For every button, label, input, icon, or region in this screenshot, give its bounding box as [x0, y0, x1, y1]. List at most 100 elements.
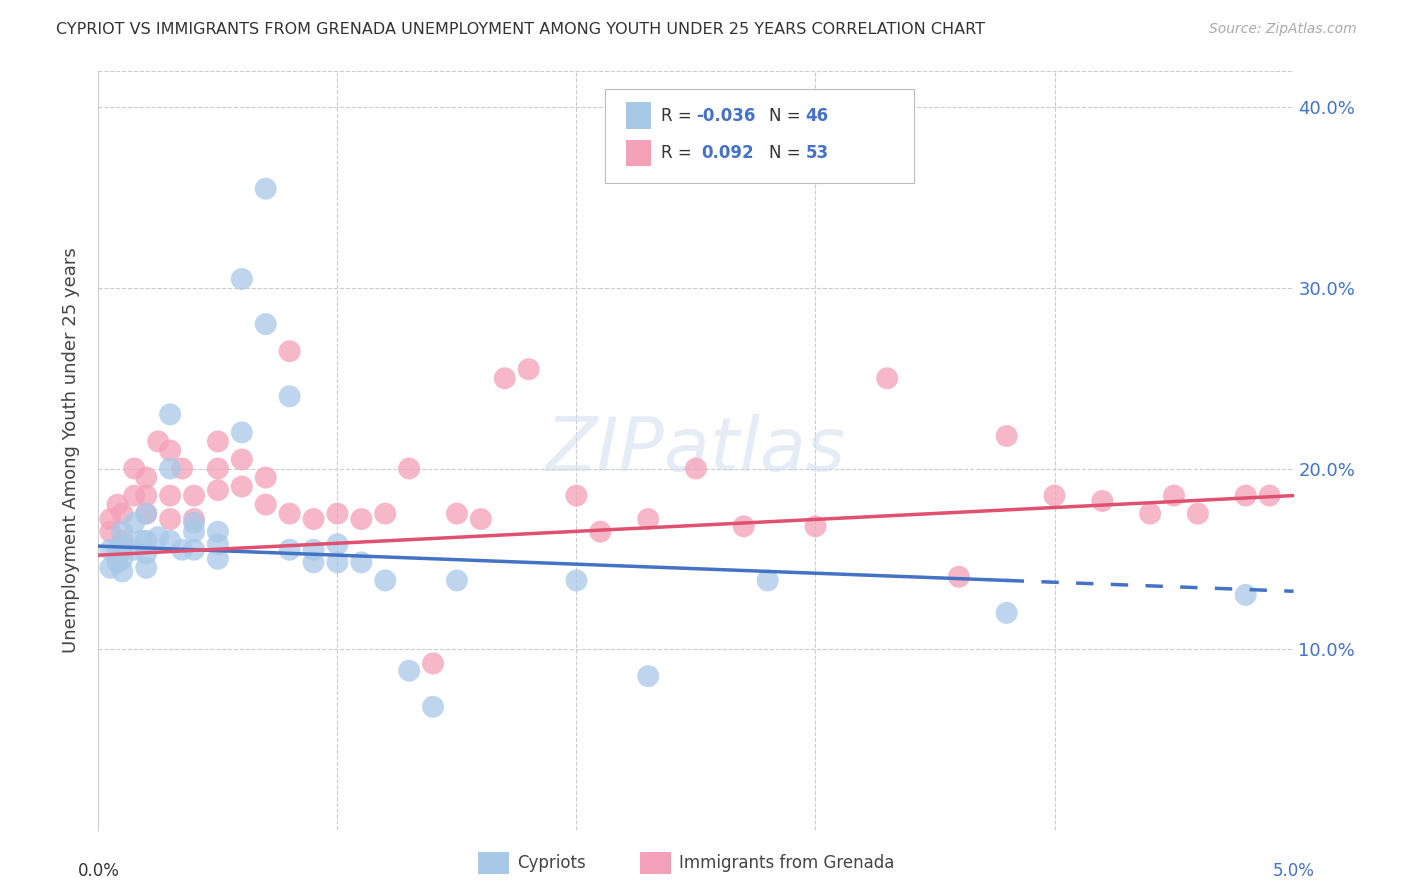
Point [135, 489, 157, 503]
Point [111, 533, 134, 548]
Text: 53: 53 [806, 144, 828, 161]
Point [183, 524, 205, 539]
Point [231, 479, 253, 493]
Point [98, 542, 122, 557]
Point [470, 512, 492, 526]
Point [159, 408, 181, 422]
Text: N =: N = [769, 144, 806, 161]
Point [98, 524, 122, 539]
Text: -0.036: -0.036 [696, 107, 755, 125]
Point [302, 542, 325, 557]
Point [278, 344, 301, 359]
Point [159, 512, 181, 526]
Point [1163, 489, 1185, 503]
Point [207, 461, 229, 475]
Point [124, 461, 146, 475]
Point [148, 434, 170, 449]
Point [207, 551, 229, 566]
Point [278, 507, 301, 521]
Point [254, 317, 277, 331]
Point [398, 461, 420, 475]
Point [517, 362, 540, 376]
Point [254, 182, 277, 196]
Point [756, 574, 779, 588]
Point [350, 555, 373, 569]
Point [1043, 489, 1066, 503]
Point [159, 489, 181, 503]
Point [254, 470, 277, 484]
Point [231, 425, 253, 440]
Point [1234, 489, 1257, 503]
Point [446, 507, 468, 521]
Point [135, 533, 157, 548]
Point [278, 389, 301, 403]
Point [148, 530, 170, 544]
Point [107, 555, 129, 569]
Point [326, 555, 349, 569]
Text: Source: ZipAtlas.com: Source: ZipAtlas.com [1209, 22, 1357, 37]
Text: 46: 46 [806, 107, 828, 125]
Text: 0.092: 0.092 [702, 144, 754, 161]
Point [111, 551, 134, 566]
Point [398, 664, 420, 678]
Point [207, 524, 229, 539]
Point [1091, 494, 1114, 508]
Point [302, 512, 325, 526]
Point [685, 461, 707, 475]
Point [135, 546, 157, 560]
Point [107, 542, 129, 557]
Point [1139, 507, 1161, 521]
Point [98, 512, 122, 526]
Point [172, 542, 194, 557]
Point [422, 657, 444, 671]
Point [135, 507, 157, 521]
Point [159, 443, 181, 458]
Point [111, 565, 134, 579]
Point [159, 461, 181, 475]
Point [135, 507, 157, 521]
Point [494, 371, 516, 385]
Point [207, 537, 229, 551]
Point [1234, 588, 1257, 602]
Point [302, 555, 325, 569]
Point [278, 542, 301, 557]
Point [876, 371, 898, 385]
Text: N =: N = [769, 107, 806, 125]
Y-axis label: Unemployment Among Youth under 25 years: Unemployment Among Youth under 25 years [62, 248, 80, 653]
Point [589, 524, 612, 539]
Point [207, 434, 229, 449]
Point [995, 606, 1018, 620]
Point [637, 669, 659, 683]
Point [1258, 489, 1281, 503]
Text: ZIPatlas: ZIPatlas [546, 415, 846, 486]
Text: 0.0%: 0.0% [77, 862, 120, 880]
Text: Immigrants from Grenada: Immigrants from Grenada [679, 854, 894, 871]
Point [565, 489, 588, 503]
Point [804, 519, 827, 533]
Point [172, 461, 194, 475]
Point [135, 561, 157, 575]
Point [124, 516, 146, 530]
Point [183, 512, 205, 526]
Point [135, 470, 157, 484]
Point [111, 507, 134, 521]
Point [948, 570, 970, 584]
Point [207, 483, 229, 498]
Point [131, 533, 153, 548]
Point [1187, 507, 1209, 521]
Point [374, 507, 396, 521]
Point [995, 429, 1018, 443]
Point [565, 574, 588, 588]
Point [350, 512, 373, 526]
Point [231, 452, 253, 467]
Point [124, 542, 146, 557]
Point [733, 519, 755, 533]
Point [111, 542, 134, 557]
Point [107, 498, 129, 512]
Text: Cypriots: Cypriots [517, 854, 586, 871]
Point [159, 533, 181, 548]
Point [254, 498, 277, 512]
Point [111, 524, 134, 539]
Point [111, 537, 134, 551]
Point [374, 574, 396, 588]
